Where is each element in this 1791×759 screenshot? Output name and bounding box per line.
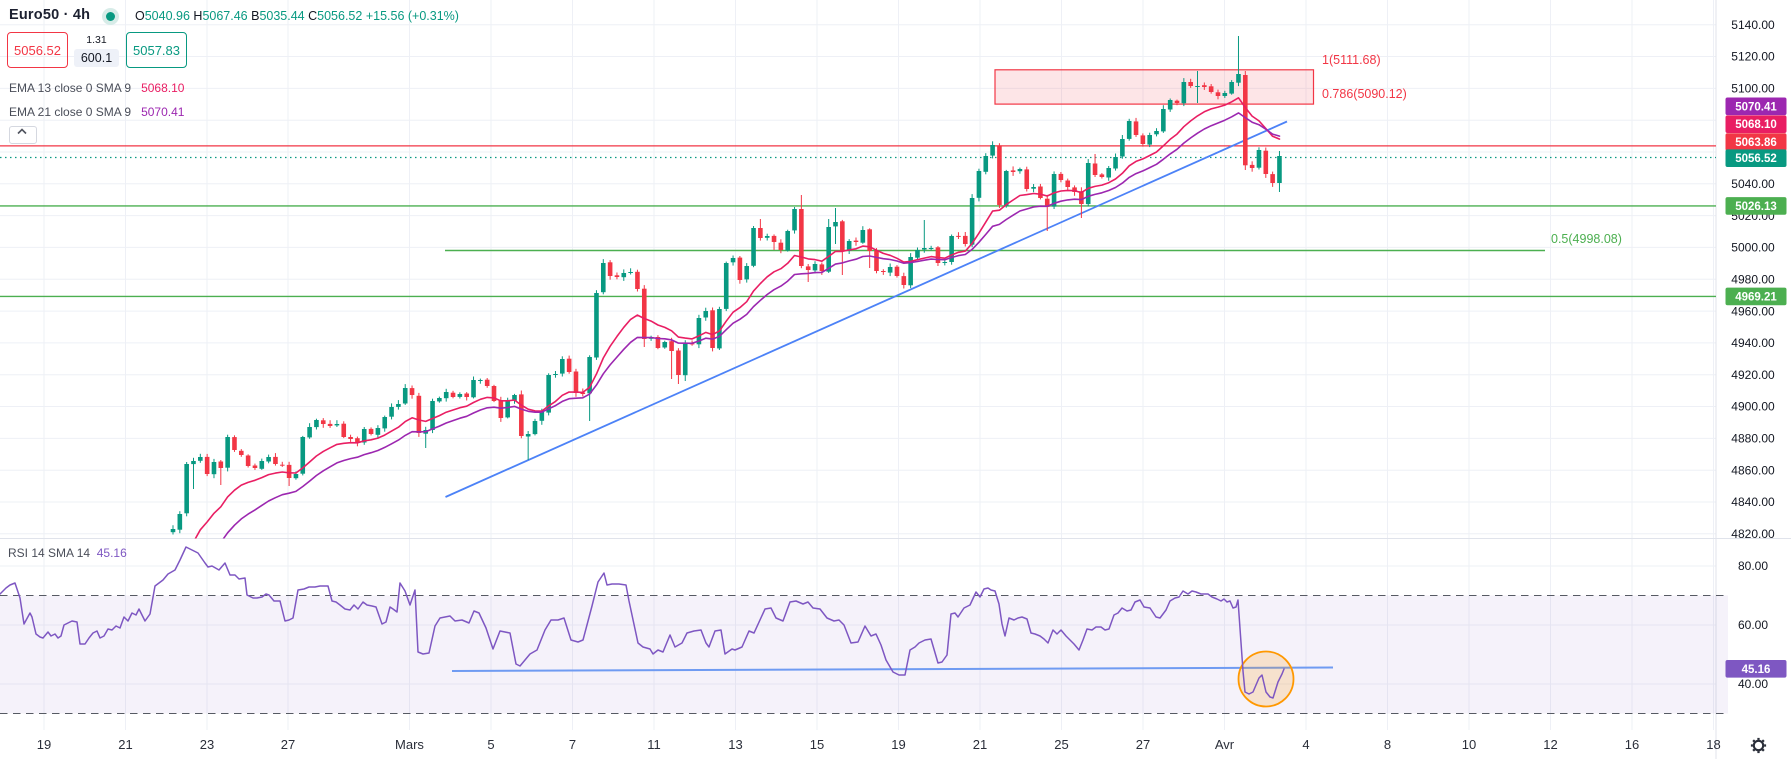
svg-text:5026.13: 5026.13	[1735, 201, 1777, 213]
svg-text:4840.00: 4840.00	[1731, 495, 1775, 509]
svg-text:19: 19	[37, 737, 51, 752]
svg-text:0.786(5090.12): 0.786(5090.12)	[1322, 87, 1407, 101]
svg-text:8: 8	[1384, 737, 1391, 752]
svg-text:4940.00: 4940.00	[1731, 336, 1775, 350]
svg-text:13: 13	[728, 737, 742, 752]
svg-text:21: 21	[973, 737, 987, 752]
svg-text:4880.00: 4880.00	[1731, 432, 1775, 446]
svg-text:5063.86: 5063.86	[1735, 137, 1777, 149]
svg-text:16: 16	[1625, 737, 1639, 752]
svg-text:4960.00: 4960.00	[1731, 304, 1775, 318]
svg-text:45.16: 45.16	[1742, 664, 1771, 676]
svg-text:11: 11	[647, 737, 661, 752]
svg-text:10: 10	[1462, 737, 1476, 752]
svg-text:80.00: 80.00	[1738, 559, 1768, 573]
svg-text:27: 27	[281, 737, 295, 752]
svg-text:12: 12	[1543, 737, 1557, 752]
svg-text:40.00: 40.00	[1738, 677, 1768, 691]
svg-text:5100.00: 5100.00	[1731, 82, 1775, 96]
svg-text:Mars: Mars	[395, 737, 424, 752]
svg-text:5120.00: 5120.00	[1731, 50, 1775, 64]
svg-text:7: 7	[569, 737, 576, 752]
svg-text:60.00: 60.00	[1738, 618, 1768, 632]
svg-text:4: 4	[1302, 737, 1309, 752]
svg-text:4820.00: 4820.00	[1731, 527, 1775, 541]
svg-text:0.5(4998.08): 0.5(4998.08)	[1551, 232, 1622, 246]
svg-text:4980.00: 4980.00	[1731, 273, 1775, 287]
svg-text:23: 23	[200, 737, 214, 752]
svg-text:5070.41: 5070.41	[1735, 101, 1777, 113]
svg-text:5056.52: 5056.52	[1735, 153, 1777, 165]
svg-text:27: 27	[1136, 737, 1150, 752]
svg-text:4969.21: 4969.21	[1735, 291, 1777, 303]
svg-text:19: 19	[891, 737, 905, 752]
svg-text:5068.10: 5068.10	[1735, 119, 1777, 131]
svg-text:4860.00: 4860.00	[1731, 463, 1775, 477]
svg-text:4900.00: 4900.00	[1731, 400, 1775, 414]
svg-text:15: 15	[810, 737, 824, 752]
svg-text:5040.00: 5040.00	[1731, 177, 1775, 191]
svg-text:18: 18	[1706, 737, 1720, 752]
svg-text:4920.00: 4920.00	[1731, 368, 1775, 382]
svg-text:21: 21	[118, 737, 132, 752]
svg-text:5: 5	[487, 737, 494, 752]
svg-text:25: 25	[1054, 737, 1068, 752]
svg-text:1(5111.68): 1(5111.68)	[1322, 53, 1381, 67]
svg-text:5000.00: 5000.00	[1731, 241, 1775, 255]
svg-text:5140.00: 5140.00	[1731, 18, 1775, 32]
svg-text:Avr: Avr	[1215, 737, 1235, 752]
